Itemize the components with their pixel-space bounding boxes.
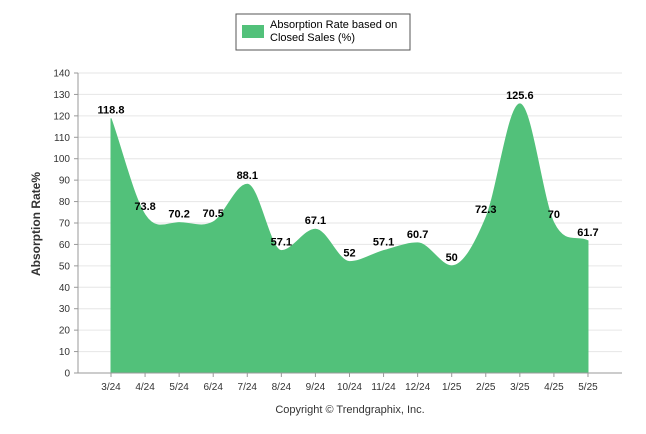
y-tick-label: 50 bbox=[59, 261, 71, 272]
data-label: 125.6 bbox=[506, 90, 534, 102]
y-tick-label: 60 bbox=[59, 240, 71, 251]
x-tick-label: 9/24 bbox=[306, 382, 326, 393]
x-tick-label: 3/24 bbox=[101, 382, 121, 393]
copyright-text: Copyright © Trendgraphix, Inc. bbox=[275, 404, 424, 416]
axes bbox=[74, 72, 622, 377]
y-tick-label: 100 bbox=[53, 154, 70, 165]
y-tick-label: 40 bbox=[59, 283, 71, 294]
x-tick-label: 4/24 bbox=[135, 382, 155, 393]
x-tick-label: 5/24 bbox=[169, 382, 189, 393]
x-tick-label: 12/24 bbox=[405, 382, 430, 393]
data-label: 52 bbox=[343, 248, 355, 260]
area-series bbox=[110, 103, 589, 374]
data-label: 118.8 bbox=[98, 104, 125, 116]
x-tick-label: 6/24 bbox=[203, 382, 223, 393]
legend-box bbox=[235, 13, 411, 51]
data-label: 57.1 bbox=[271, 237, 292, 249]
x-tick-label: 1/25 bbox=[442, 382, 462, 393]
x-tick-label: 10/24 bbox=[337, 382, 362, 393]
y-tick-label: 0 bbox=[64, 369, 70, 380]
legend: Absorption Rate based on Closed Sales (%… bbox=[235, 13, 411, 51]
x-tick-label: 4/25 bbox=[544, 382, 564, 393]
data-label: 61.7 bbox=[577, 227, 598, 239]
y-tick-label: 90 bbox=[59, 176, 71, 187]
x-tick-label: 2/25 bbox=[476, 382, 496, 393]
data-label: 73.8 bbox=[134, 201, 155, 213]
area-series-path bbox=[110, 103, 589, 374]
data-label: 70 bbox=[548, 209, 560, 221]
y-tick-label: 140 bbox=[53, 69, 70, 80]
x-tick-label: 8/24 bbox=[272, 382, 292, 393]
data-label: 88.1 bbox=[237, 170, 258, 182]
data-label: 60.7 bbox=[407, 229, 428, 241]
y-tick-label: 70 bbox=[59, 219, 71, 230]
x-tick-label: 7/24 bbox=[238, 382, 258, 393]
legend-label-line-1: Absorption Rate based on bbox=[270, 19, 397, 31]
y-tick-label: 110 bbox=[54, 133, 70, 144]
data-label: 70.5 bbox=[202, 208, 223, 220]
data-label: 50 bbox=[446, 252, 458, 264]
x-tick-label: 11/24 bbox=[371, 382, 396, 393]
y-tick-label: 80 bbox=[59, 197, 71, 208]
x-tick-label: 5/25 bbox=[578, 382, 598, 393]
y-axis-title: Absorption Rate% bbox=[29, 172, 43, 276]
y-tick-label: 130 bbox=[53, 90, 70, 101]
x-axis-ticks: 3/24 4/24 5/24 6/24 7/24 8/24 9/24 10/24 11/24 12… bbox=[101, 382, 598, 393]
legend-swatch bbox=[242, 25, 264, 38]
legend-label-line-2: Closed Sales (%) bbox=[270, 32, 355, 44]
y-tick-label: 10 bbox=[59, 347, 71, 358]
data-labels: 118.8 73.8 70.2 70.5 88.1 57.1 67.1 52 57.1 60.7 5… bbox=[98, 90, 599, 264]
data-label: 67.1 bbox=[305, 215, 326, 227]
x-tick-label: 3/25 bbox=[510, 382, 530, 393]
y-tick-label: 20 bbox=[59, 326, 71, 337]
y-tick-label: 120 bbox=[53, 111, 70, 122]
data-label: 72.3 bbox=[475, 204, 496, 216]
y-axis-ticks: 0 10 20 30 40 50 60 70 80 90 100 110 120 130 140 bbox=[53, 69, 70, 380]
data-label: 57.1 bbox=[373, 237, 394, 249]
y-tick-label: 30 bbox=[59, 304, 71, 315]
data-label: 70.2 bbox=[168, 209, 189, 221]
